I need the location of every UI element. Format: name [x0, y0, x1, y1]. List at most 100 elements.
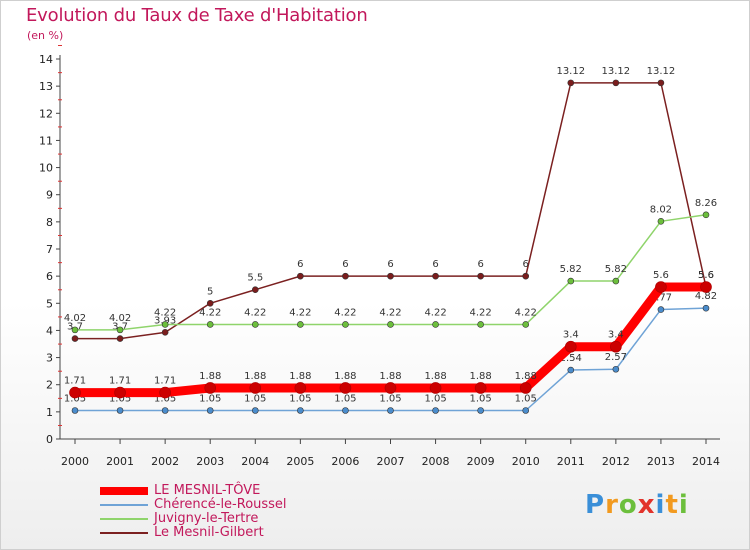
data-label: 6	[432, 259, 438, 270]
data-label: 3.4	[608, 330, 624, 341]
data-label: 4.02	[109, 313, 131, 324]
y-tick-label: 4	[46, 324, 53, 337]
y-tick-label: 9	[46, 189, 53, 202]
y-tick-label: 13	[39, 80, 53, 93]
x-tick-label: 2005	[286, 455, 314, 468]
logo-letter: o	[618, 490, 638, 520]
data-label: 1.88	[424, 371, 446, 382]
y-axis-unit: (en %)	[27, 29, 64, 42]
data-point	[116, 326, 124, 334]
data-point	[297, 321, 304, 328]
data-point	[387, 321, 394, 328]
data-label: 4.22	[289, 307, 311, 318]
data-point	[387, 272, 394, 280]
data-label: 1.05	[424, 394, 446, 405]
data-label: 5.6	[698, 270, 714, 281]
series-le-mesnil-t-ve: 1.71 1.71 1.71 1.88 1.88 1.88 1.88 1.88 1.88 1.88…	[64, 270, 714, 399]
logo-letter: x	[637, 490, 656, 520]
data-point	[432, 321, 439, 328]
data-label: 4.22	[470, 307, 492, 318]
data-point	[700, 281, 712, 293]
y-tick-label: 0	[46, 433, 53, 446]
legend-item: LE MESNIL-TÔVE	[100, 484, 287, 498]
data-label: 5	[207, 286, 213, 297]
data-point	[567, 79, 575, 87]
data-point	[432, 272, 439, 280]
chart-title: Evolution du Taux de Taxe d'Habitation	[26, 5, 368, 26]
data-point	[657, 218, 665, 225]
data-point	[249, 382, 262, 394]
legend-swatch	[100, 487, 148, 495]
data-label: 6	[523, 259, 529, 270]
data-point	[477, 407, 484, 414]
y-tick-label: 7	[46, 243, 53, 256]
y-tick-label: 3	[46, 352, 53, 365]
data-point	[342, 321, 349, 328]
data-label: 1.05	[470, 394, 492, 405]
data-label: 6	[342, 259, 348, 270]
data-point	[610, 340, 622, 353]
legend-swatch	[100, 518, 148, 520]
data-point	[161, 407, 169, 414]
data-label: 5.6	[698, 270, 714, 281]
x-tick-label: 2013	[647, 455, 675, 468]
data-label: 4.82	[695, 291, 717, 302]
data-point	[114, 386, 126, 399]
data-point	[477, 272, 484, 280]
data-point	[657, 79, 665, 87]
data-label: 4.22	[424, 307, 446, 318]
y-tick-label: 6	[46, 270, 53, 283]
chart-legend: LE MESNIL-TÔVE Chérencé-le-Roussel Juvigny…	[100, 484, 287, 540]
x-tick-label: 2003	[196, 455, 224, 468]
y-tick-label: 11	[39, 134, 53, 147]
legend-label: LE MESNIL-TÔVE	[154, 483, 261, 498]
data-label: 8.02	[650, 204, 672, 215]
legend-label: Chérencé-le-Roussel	[154, 497, 287, 512]
x-tick-label: 2012	[602, 455, 630, 468]
data-label: 6	[387, 259, 393, 270]
legend-item: Chérencé-le-Roussel	[100, 498, 287, 512]
data-point	[294, 382, 307, 394]
data-point	[432, 407, 439, 414]
x-tick-label: 2008	[422, 455, 450, 468]
y-tick-label: 14	[39, 53, 53, 66]
data-point	[519, 382, 532, 394]
x-tick-label: 2004	[241, 455, 269, 468]
y-tick-label: 1	[46, 406, 53, 419]
y-tick-label: 5	[46, 297, 53, 310]
logo-letter: i	[678, 490, 689, 520]
x-tick-label: 2007	[377, 455, 405, 468]
data-label: 5.6	[653, 270, 669, 281]
data-point	[702, 304, 710, 312]
data-point	[161, 321, 169, 328]
data-point	[612, 277, 620, 285]
data-label: 1.88	[379, 371, 401, 382]
x-tick-label: 2002	[151, 455, 179, 468]
data-label: 1.05	[334, 394, 356, 405]
data-point	[522, 272, 530, 280]
data-label: 13.12	[556, 66, 585, 77]
data-point	[612, 365, 620, 373]
data-label: 1.05	[289, 394, 311, 405]
data-label: 1.05	[244, 394, 266, 405]
data-point	[384, 382, 397, 394]
data-label: 3.4	[563, 330, 579, 341]
data-label: 6	[297, 259, 303, 270]
logo-letter: P	[585, 490, 606, 520]
data-label: 1.88	[199, 371, 221, 382]
proxiti-logo: Proxiti	[585, 490, 689, 520]
data-point	[297, 272, 304, 280]
y-tick-label: 2	[46, 379, 53, 392]
data-point	[655, 281, 667, 293]
logo-letter: i	[655, 490, 666, 520]
data-label: 4.22	[154, 307, 176, 318]
data-label: 4.22	[515, 307, 537, 318]
data-point	[251, 407, 259, 414]
data-point	[342, 407, 349, 414]
data-point	[251, 286, 259, 294]
data-point	[522, 407, 530, 414]
data-label: 1.05	[379, 394, 401, 405]
data-point	[612, 79, 620, 87]
